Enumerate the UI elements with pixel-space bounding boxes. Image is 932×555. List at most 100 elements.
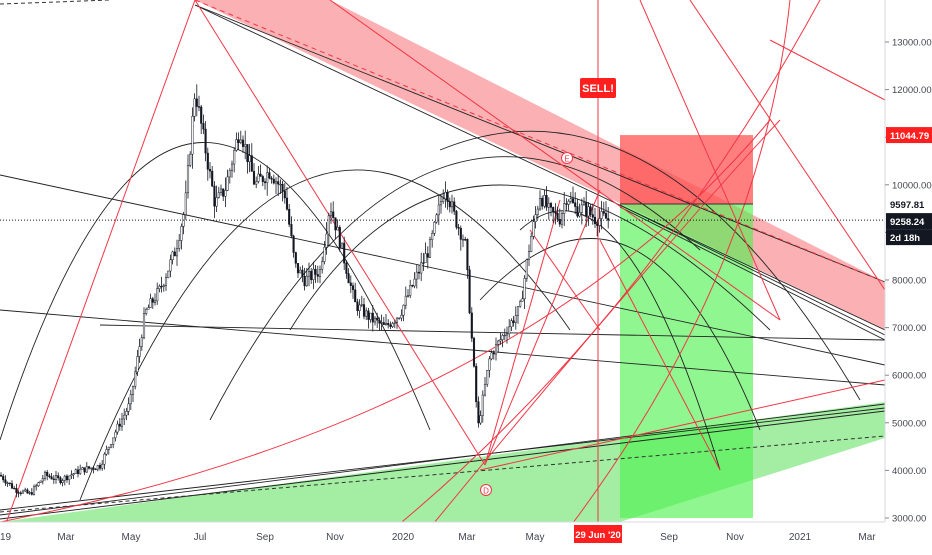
candle — [76, 466, 80, 478]
price-badges: 11044.79 9597.81 9258.24 2d 18h — [886, 127, 932, 246]
candle — [433, 221, 436, 236]
candle-body — [294, 252, 297, 264]
candle — [426, 246, 429, 269]
red-arc-1 — [401, 0, 821, 522]
candle-body — [523, 278, 526, 300]
red-line-10 — [529, 229, 601, 331]
candle-body — [536, 208, 539, 215]
candle-body — [589, 206, 592, 215]
candle-body — [65, 475, 69, 481]
candle-body — [307, 270, 311, 277]
candle-body — [255, 181, 258, 185]
candle — [184, 180, 187, 220]
candle-body — [2, 475, 5, 481]
point-d-marker: D — [480, 484, 492, 496]
x-tick-label: Mar — [458, 532, 476, 543]
candle — [512, 316, 515, 327]
candle — [393, 319, 396, 329]
candle-body — [76, 469, 80, 474]
red-line-9 — [599, 239, 721, 471]
candle — [420, 252, 423, 282]
candle-body — [213, 185, 216, 207]
candle-body — [417, 271, 421, 274]
candle — [79, 464, 82, 475]
candle-body — [235, 139, 238, 151]
candle-body — [411, 285, 414, 287]
candle-body — [35, 485, 38, 488]
candle — [569, 191, 572, 204]
candle — [24, 487, 27, 493]
candle — [360, 295, 363, 308]
candle-body — [576, 206, 579, 217]
candle — [52, 475, 55, 484]
candle — [442, 189, 445, 204]
trend-line-3 — [194, 4, 885, 331]
candle-body — [270, 177, 273, 180]
candle-body — [244, 144, 247, 147]
candle-body — [149, 298, 152, 308]
candle — [46, 469, 49, 481]
candle — [98, 462, 102, 471]
candle-body — [494, 344, 498, 355]
candle — [233, 147, 236, 173]
red-arc-3 — [434, 119, 781, 522]
candle-body — [171, 251, 174, 261]
candle — [180, 223, 183, 250]
candle — [169, 254, 172, 278]
candle-body — [565, 203, 568, 205]
candle — [123, 408, 126, 426]
candle-body — [305, 275, 308, 287]
candle — [125, 407, 128, 421]
time-axis-panel[interactable] — [0, 522, 932, 550]
red-line-2 — [484, 199, 561, 466]
x-tick-label: May — [122, 532, 141, 543]
candle — [68, 475, 71, 485]
candle — [334, 217, 337, 240]
candle — [521, 290, 524, 302]
y-tick-label: 13000.00 — [892, 38, 932, 49]
candle — [195, 84, 198, 117]
candle-body — [285, 197, 289, 210]
candle-body — [206, 152, 209, 170]
x-tick-label: Sep — [256, 532, 274, 543]
candle — [543, 189, 546, 209]
candle — [470, 307, 473, 343]
candle — [92, 466, 95, 474]
candle — [356, 298, 359, 316]
price-axis-panel[interactable] — [885, 0, 932, 522]
candle-body — [466, 239, 469, 271]
candle-body — [186, 165, 190, 194]
candle-body — [492, 352, 495, 355]
trend-line-2 — [194, 4, 885, 283]
candle — [171, 250, 174, 265]
candle — [50, 473, 53, 480]
candle-body — [266, 172, 269, 184]
candle — [129, 389, 132, 410]
candle — [204, 121, 207, 162]
candle — [292, 234, 295, 258]
candle-body — [292, 235, 295, 253]
candle — [406, 289, 410, 298]
candle — [466, 238, 469, 279]
y-tick-label: 8000.00 — [892, 276, 926, 287]
candle — [362, 297, 366, 320]
entry-price-badge-text: 9597.81 — [890, 200, 925, 211]
candle — [19, 490, 22, 496]
x-tick-label: 2020 — [392, 532, 415, 543]
candle — [604, 201, 608, 219]
candle-body — [107, 446, 110, 450]
candle-body — [453, 201, 456, 212]
candle-body — [120, 418, 124, 427]
candle-body — [545, 195, 548, 208]
candle — [37, 481, 40, 487]
candle — [85, 462, 88, 473]
candle — [4, 475, 7, 486]
candle-body — [41, 478, 44, 482]
candle-body — [153, 300, 157, 303]
point-e-marker-letter: E — [564, 154, 569, 163]
candle — [347, 268, 350, 284]
countdown-badge-text: 2d 18h — [890, 233, 920, 244]
candle-body — [274, 181, 278, 184]
candle — [81, 466, 84, 470]
